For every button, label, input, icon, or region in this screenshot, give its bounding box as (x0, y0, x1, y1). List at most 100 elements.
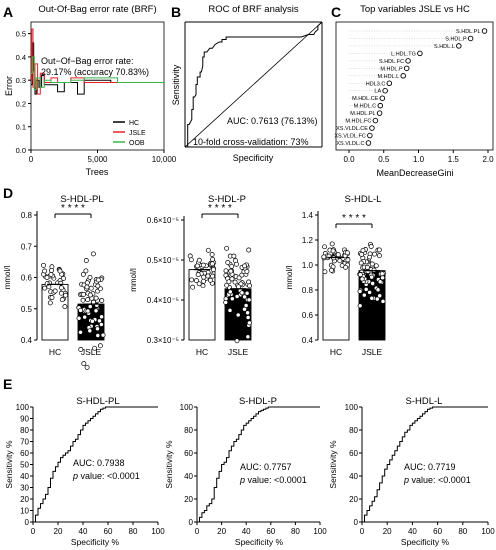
x-tick-label-roc-s-hdl-p: 60 (266, 527, 275, 536)
category-label-hc: HC (196, 347, 208, 357)
dot-label-c: M.HDL.L (378, 74, 400, 80)
data-point-jsle (78, 347, 84, 352)
dot-point-c (403, 65, 410, 72)
dot-point-c (405, 58, 411, 64)
data-point-jsle (95, 277, 101, 283)
x-tick-label-roc-s-hdl-p: 0 (195, 527, 200, 536)
annotation-a-1: Out−Of−Bag error rate: (41, 56, 134, 66)
line-series-oob (31, 56, 164, 90)
auc-label-s-hdl-l: AUC: 0.7719 (404, 462, 456, 472)
category-label-hc: HC (49, 347, 61, 357)
dot-point-c (386, 80, 393, 87)
dot-label-c: XS.VLDL.C (336, 141, 364, 147)
x-tick-label-roc-s-hdl-l: 0 (360, 527, 365, 536)
data-point-hc (190, 284, 196, 290)
data-point-jsle (95, 283, 101, 289)
y-tick-label-roc-s-hdl-pl: 80 (20, 426, 29, 435)
data-point-jsle (377, 279, 383, 285)
chart-title-roc-s-hdl-p: S-HDL-P (239, 396, 277, 407)
p-value-label-s-hdl-pl: p value: <0.0001 (72, 471, 140, 481)
p-value-label-s-hdl-p: p value: <0.0001 (239, 475, 307, 485)
data-point-jsle (93, 295, 99, 301)
x-axis-label-roc-s-hdl-p: Specificity % (235, 537, 284, 547)
p-value-label-s-hdl-l: p value: <0.0001 (403, 475, 471, 485)
y-tick-label-s-hdl-l: 0.8 (302, 286, 314, 295)
chart-title-a: Out-Of-Bag error rate (BRF) (38, 4, 156, 15)
data-point-jsle (80, 271, 86, 277)
x-tick-label-roc-s-hdl-pl: 60 (104, 527, 113, 536)
x-tick-label-roc-s-hdl-pl: 40 (79, 527, 88, 536)
dot-point-c (377, 102, 384, 109)
y-tick-label-roc-s-hdl-pl: 10 (20, 507, 29, 516)
data-point-jsle (232, 279, 238, 285)
data-point-hc (44, 275, 50, 280)
y-axis-label-roc-s-hdl-pl: Sensitivity % (4, 440, 14, 489)
data-point-jsle (358, 260, 364, 266)
dot-label-c: S.HDL.L (434, 44, 455, 50)
data-point-hc (63, 292, 69, 298)
x-axis-label-a: Trees (86, 167, 109, 177)
dot-point-c (481, 28, 488, 34)
y-tick-label-roc-s-hdl-l: 20 (349, 495, 358, 504)
data-point-jsle (227, 307, 233, 313)
data-point-hc (329, 241, 335, 247)
data-point-hc (200, 283, 206, 289)
data-point-jsle (85, 308, 91, 314)
y-axis-label-roc-s-hdl-l: Sensitivity % (328, 440, 338, 489)
data-point-jsle (357, 288, 363, 294)
data-point-jsle (76, 315, 82, 321)
y-tick-label-s-hdl-p: 0.6×10⁻⁵ (147, 216, 179, 225)
data-point-hc (209, 261, 215, 267)
data-point-hc (59, 285, 64, 291)
data-point-jsle (359, 251, 365, 257)
y-tick-label-s-hdl-l: 1.0 (302, 261, 314, 270)
data-point-jsle (99, 314, 105, 320)
bar-hc (322, 257, 350, 341)
y-tick-label-s-hdl-p: 0.4×10⁻⁵ (147, 296, 179, 305)
auc-label-s-hdl-p: AUC: 0.7757 (240, 462, 292, 472)
data-point-jsle (83, 268, 89, 274)
y-tick-label-roc-s-hdl-pl: 70 (20, 438, 29, 447)
x-tick-label-roc-s-hdl-l: 80 (458, 527, 467, 536)
roc-curve-s-hdl-p (197, 406, 320, 523)
panel-letter-c: C (331, 4, 341, 20)
data-point-jsle (226, 279, 232, 285)
data-point-hc (210, 273, 216, 279)
data-point-jsle (379, 271, 385, 277)
data-point-jsle (88, 285, 94, 291)
data-point-jsle (87, 328, 93, 334)
data-point-jsle (225, 260, 231, 265)
data-point-jsle (245, 310, 251, 316)
data-point-jsle (234, 338, 240, 344)
data-point-hc (42, 268, 48, 274)
dot-point-c (367, 132, 373, 139)
data-point-jsle (87, 274, 93, 280)
sig-stars-s-hdl-pl: * * * * (61, 203, 85, 214)
y-tick-label-s-hdl-l: 1.4 (302, 211, 314, 220)
data-point-hc (188, 257, 194, 263)
x-tick-label-roc-s-hdl-p: 40 (242, 527, 251, 536)
sig-stars-s-hdl-l: * * * * (342, 213, 366, 224)
data-point-jsle (95, 326, 100, 332)
data-point-hc (61, 275, 66, 281)
y-axis-label-s-hdl-p: mmol/l (129, 268, 138, 292)
y-tick-label-roc-s-hdl-l: 100 (345, 403, 359, 412)
y-tick-label-s-hdl-p: 0.3×10⁻⁵ (147, 336, 179, 345)
dot-point-c (379, 95, 386, 101)
data-point-jsle (227, 289, 233, 295)
roc-curve-b (185, 21, 323, 148)
y-tick-label-roc-s-hdl-p: 80 (184, 426, 193, 435)
x-tick-label-c: 1.0 (413, 155, 425, 164)
dot-label-c: L.HDL.TG (391, 51, 416, 57)
legend-label-oob: OOB (129, 140, 145, 147)
chart-title-c: Top variables JSLE vs HC (360, 4, 470, 15)
data-point-jsle (242, 306, 247, 312)
dot-point-c (456, 43, 462, 49)
data-point-jsle (357, 303, 363, 309)
data-point-jsle (99, 298, 105, 303)
chart-title-s-hdl-l: S-HDL-L (345, 194, 382, 205)
data-point-jsle (246, 320, 252, 326)
data-point-jsle (374, 296, 380, 302)
data-point-jsle (242, 294, 248, 300)
data-point-hc (321, 254, 327, 260)
